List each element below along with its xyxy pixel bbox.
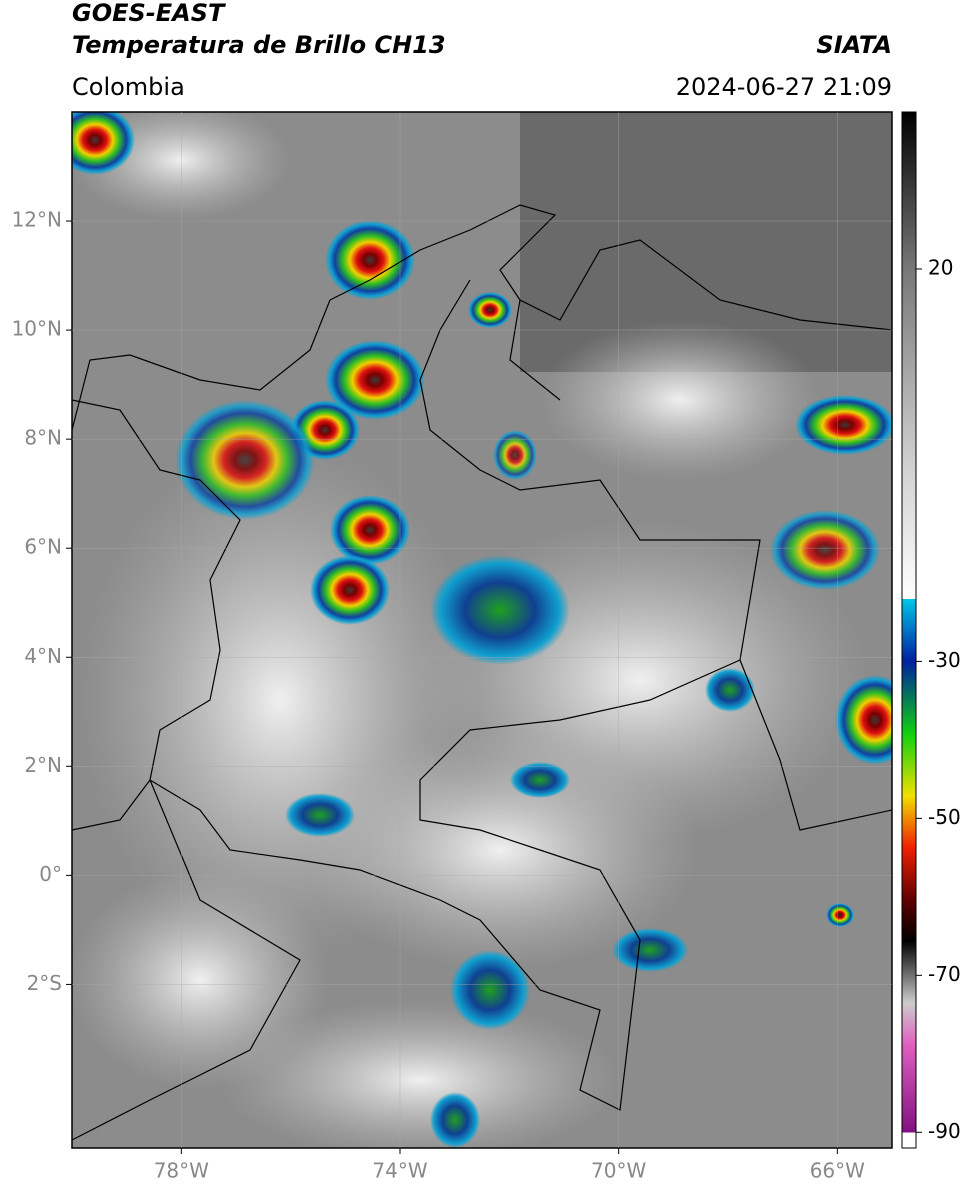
y-tick-label: 0°	[39, 862, 62, 886]
colorbar-tick-label: -70	[928, 962, 961, 986]
x-tick-label: 78°W	[154, 1159, 209, 1183]
y-tick-label: 2°S	[27, 971, 62, 995]
subtitle: Temperatura de Brillo CH13	[72, 31, 446, 59]
y-tick-label: 12°N	[12, 208, 62, 232]
satellite-image	[72, 112, 892, 1148]
colorbar-tick-label: 20	[928, 255, 953, 279]
map-axes: 78°W 74°W 70°W 66°W 12°N 10°N 8°N 6°N 4°N 2°N 0° 2°…	[12, 112, 892, 1183]
title: GOES-EAST	[72, 0, 226, 27]
x-tick-label: 66°W	[810, 1159, 865, 1183]
map-frame	[71, 111, 893, 1149]
colorbar-tick-label: -30	[928, 648, 961, 672]
y-tick-label: 10°N	[12, 317, 62, 341]
y-tick-label: 4°N	[24, 644, 62, 668]
colorbar	[901, 111, 917, 1149]
y-tick-label: 8°N	[24, 426, 62, 450]
y-tick-label: 6°N	[24, 535, 62, 559]
x-tick-label: 70°W	[591, 1159, 646, 1183]
colorbar-tick-label: -50	[928, 805, 961, 829]
colorbar-tick-label: -90	[928, 1119, 961, 1143]
source: SIATA	[816, 31, 892, 59]
datetime: 2024-06-27 21:09	[676, 73, 892, 101]
region: Colombia	[72, 73, 185, 101]
colorbar-ticks: 20 -30 -50 -70 -90	[916, 255, 961, 1143]
y-tick-label: 2°N	[24, 753, 62, 777]
x-tick-label: 74°W	[372, 1159, 427, 1183]
